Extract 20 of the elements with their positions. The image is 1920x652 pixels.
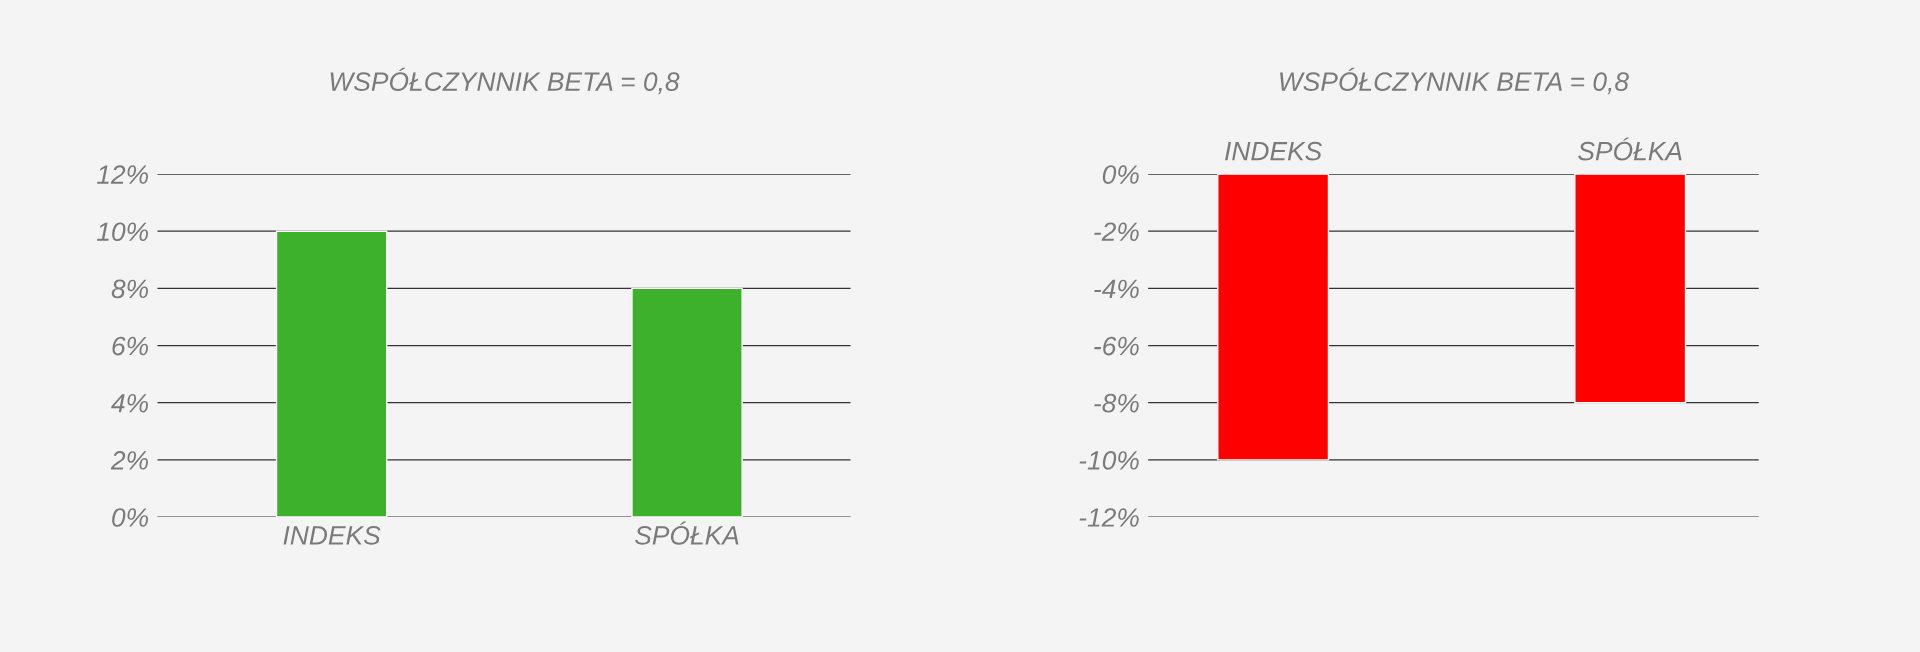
- x-tick-label: INDEKS: [283, 526, 381, 545]
- y-tick-label: 12%: [96, 165, 148, 184]
- y-tick-label: 10%: [96, 222, 148, 242]
- y-tick-label: 6%: [112, 336, 148, 356]
- y-tick-label: -8%: [1094, 393, 1139, 413]
- chart-title: WSPÓŁCZYNNIK BETA = 0,8: [330, 67, 680, 95]
- y-tick-label: -2%: [1094, 222, 1139, 241]
- y-tick-label: -10%: [1079, 451, 1139, 470]
- y-tick-label: -4%: [1094, 279, 1139, 299]
- x-tick-label: SPÓŁKA: [1578, 137, 1682, 161]
- x-tick-label: INDEKS: [1225, 141, 1322, 161]
- y-tick-label: 4%: [111, 393, 148, 413]
- y-tick-label: 2%: [110, 451, 148, 470]
- y-tick-label: 0%: [112, 508, 148, 527]
- y-tick-label: -6%: [1094, 336, 1139, 356]
- y-tick-label: -12%: [1079, 508, 1139, 527]
- y-tick-label: 0%: [1102, 165, 1139, 184]
- chart-title: WSPÓŁCZYNNIK BETA = 0,8: [1280, 67, 1629, 95]
- y-tick-label: 8%: [111, 279, 148, 299]
- x-tick-label: SPÓŁKA: [635, 521, 739, 545]
